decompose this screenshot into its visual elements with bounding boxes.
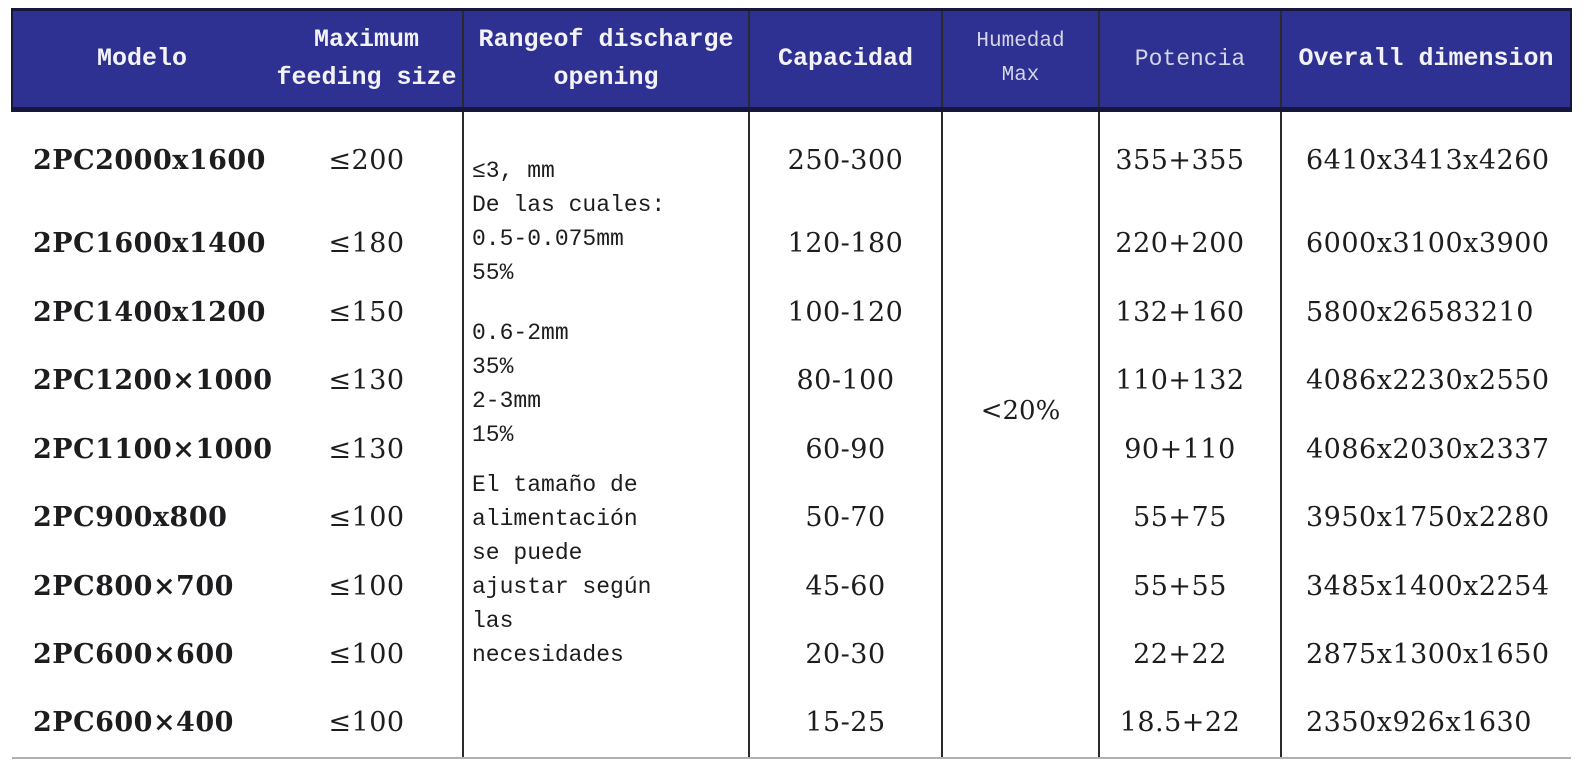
modelo-cell: 2PC2000x1600	[33, 145, 266, 177]
modelo-cell: 2PC1100×1000	[33, 433, 273, 465]
feeding-cell: ≤100	[328, 502, 405, 534]
col-header-capacidad: Capacidad	[748, 8, 942, 112]
table-row: 2PC800×700 ≤100 45-60 55+55 3485x1400x22…	[12, 552, 1571, 621]
discharge-line: 35%	[472, 354, 514, 380]
table-row: 2PC600×600 ≤100 20-30 22+22 2875x1300x16…	[12, 620, 1571, 689]
potencia-cell: 22+22	[1098, 620, 1281, 689]
capacidad-cell: 60-90	[748, 415, 942, 484]
col-header-humedad-max: Humedad Max	[941, 8, 1099, 112]
capacidad-cell: 80-100	[748, 346, 942, 415]
potencia-cell: 110+132	[1098, 346, 1281, 415]
feeding-cell: ≤100	[328, 639, 405, 671]
discharge-line: se puede	[472, 540, 583, 566]
table-row: 2PC1600x1400 ≤180 120-180 220+200 6000x3…	[12, 209, 1571, 278]
table-row: 2PC2000x1600 ≤200 ≤3, mm De las cuales: …	[12, 109, 1571, 759]
col-header-potencia: Potencia	[1098, 8, 1281, 112]
overall-dimension-cell: 6410x3413x4260	[1280, 109, 1571, 210]
col-header-feeding-size: Maximum feeding size	[271, 8, 463, 112]
col-header-discharge-opening: Rangeof discharge opening	[462, 8, 749, 112]
discharge-line: necesidades	[472, 642, 624, 668]
discharge-line: 15%	[472, 422, 514, 448]
spec-table: Modelo Maximum feeding size Rangeof disc…	[11, 8, 1572, 759]
overall-dimension-cell: 3485x1400x2254	[1280, 552, 1571, 621]
feeding-cell: ≤130	[328, 433, 405, 465]
capacidad-cell: 120-180	[748, 209, 942, 278]
modelo-cell: 2PC800×700	[33, 570, 234, 602]
potencia-cell: 355+355	[1098, 109, 1281, 210]
potencia-cell: 55+75	[1098, 483, 1281, 552]
potencia-cell: 90+110	[1098, 415, 1281, 484]
table-row: 2PC900x800 ≤100 50-70 55+75 3950x1750x22…	[12, 483, 1571, 552]
capacidad-cell: 20-30	[748, 620, 942, 689]
modelo-cell: 2PC600×600	[33, 639, 234, 671]
capacidad-cell: 250-300	[748, 109, 942, 210]
humedad-max-cell: <20%	[941, 109, 1099, 759]
discharge-group-3: El tamaño de alimentación se puede ajust…	[472, 468, 744, 672]
discharge-line: ajustar según	[472, 574, 652, 600]
discharge-line: las	[472, 608, 514, 634]
potencia-cell: 132+160	[1098, 278, 1281, 347]
discharge-line: 2-3mm	[472, 388, 542, 414]
feeding-cell: ≤130	[328, 365, 405, 397]
discharge-line: 0.6-2mm	[472, 320, 569, 346]
capacidad-cell: 50-70	[748, 483, 942, 552]
discharge-line: De las cuales:	[472, 192, 666, 218]
overall-dimension-cell: 4086x2230x2550	[1280, 346, 1571, 415]
feeding-cell: ≤100	[328, 570, 405, 602]
overall-dimension-cell: 2350x926x1630	[1280, 689, 1571, 759]
modelo-cell: 2PC1400x1200	[33, 296, 266, 328]
feeding-cell: ≤100	[271, 689, 463, 759]
overall-dimension-cell: 4086x2030x2337	[1280, 415, 1571, 484]
modelo-cell: 2PC1200×1000	[33, 365, 273, 397]
discharge-line: El tamaño de	[472, 472, 638, 498]
potencia-cell: 18.5+22	[1098, 689, 1281, 759]
potencia-cell: 220+200	[1098, 209, 1281, 278]
discharge-line: 0.5-0.075mm	[472, 226, 624, 252]
table-row: 2PC600×400 ≤100 15-25 18.5+22 2350x926x1…	[12, 689, 1571, 759]
modelo-cell: 2PC1600x1400	[33, 228, 266, 260]
overall-dimension-cell: 5800x26583210	[1280, 278, 1571, 347]
potencia-cell: 55+55	[1098, 552, 1281, 621]
modelo-cell: 2PC900x800	[33, 502, 228, 534]
table-row: 2PC1400x1200 ≤150 100-120 132+160 5800x2…	[12, 278, 1571, 347]
overall-dimension-cell: 6000x3100x3900	[1280, 209, 1571, 278]
header-row: Modelo Maximum feeding size Rangeof disc…	[11, 8, 1572, 112]
table-row: 2PC1200×1000 ≤130 80-100 110+132 4086x22…	[12, 346, 1571, 415]
discharge-group-1: ≤3, mm De las cuales: 0.5-0.075mm 55%	[472, 154, 744, 290]
col-header-modelo: Modelo	[11, 8, 271, 112]
feeding-cell: ≤150	[328, 296, 405, 328]
capacidad-cell: 45-60	[748, 552, 942, 621]
discharge-line: ≤3, mm	[472, 158, 555, 184]
discharge-line: 55%	[472, 260, 514, 286]
overall-dimension-cell: 3950x1750x2280	[1280, 483, 1571, 552]
capacidad-cell: 15-25	[748, 689, 942, 759]
col-header-overall-dimension: Overall dimension	[1280, 8, 1572, 112]
discharge-opening-cell: ≤3, mm De las cuales: 0.5-0.075mm 55% 0.…	[462, 109, 749, 759]
discharge-line: alimentación	[472, 506, 638, 532]
capacidad-cell: 100-120	[748, 278, 942, 347]
modelo-cell: 2PC600×400	[12, 689, 271, 759]
overall-dimension-cell: 2875x1300x1650	[1280, 620, 1571, 689]
table-row: 2PC1100×1000 ≤130 60-90 90+110 4086x2030…	[12, 415, 1571, 484]
feeding-cell: ≤180	[328, 228, 405, 260]
discharge-group-2: 0.6-2mm 35% 2-3mm 15%	[472, 316, 744, 452]
feeding-cell: ≤200	[328, 145, 405, 177]
